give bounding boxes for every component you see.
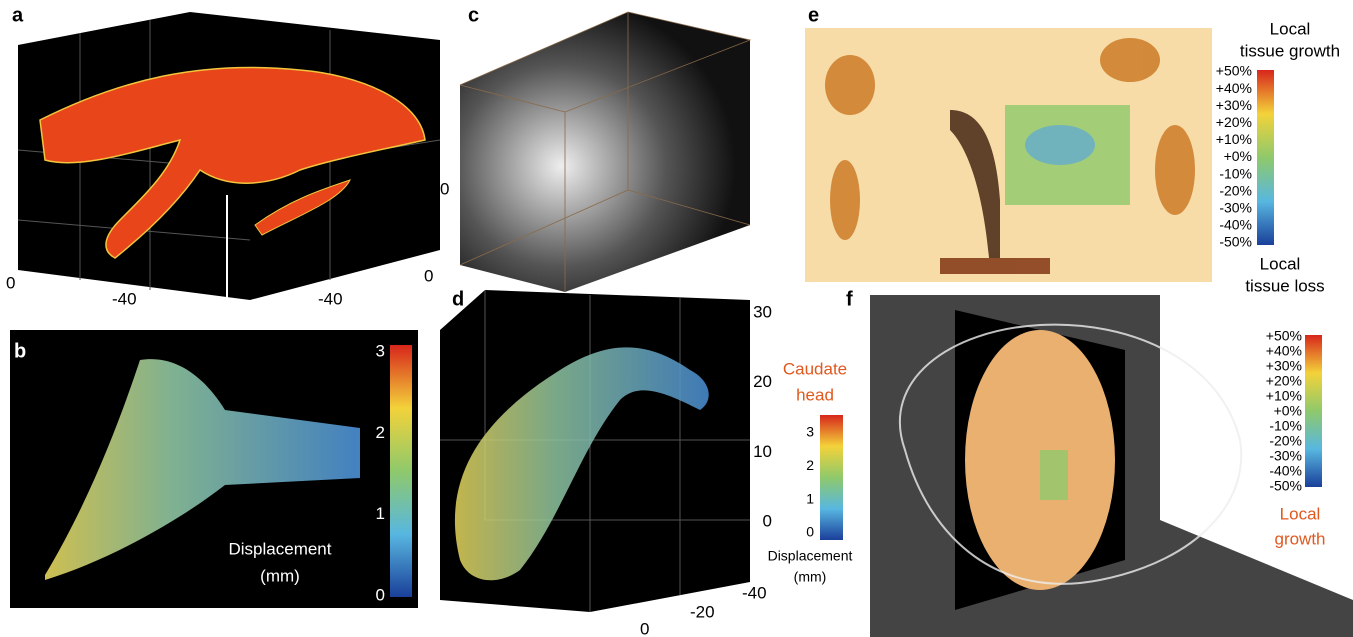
axis-label: 0 xyxy=(6,273,15,292)
colorbar-title: (mm) xyxy=(260,566,300,585)
tick-label: -10% xyxy=(1269,418,1302,434)
colorbar-title: Local xyxy=(1270,19,1311,38)
colorbar-title: Local xyxy=(1280,504,1321,523)
tick-label: -50% xyxy=(1219,234,1252,250)
tick-label: -30% xyxy=(1269,448,1302,464)
panel-c: c xyxy=(460,4,750,292)
tick-label: +30% xyxy=(1216,97,1252,113)
panel-label: b xyxy=(14,340,26,362)
tick-label: 20 xyxy=(753,372,772,391)
tick-label: -20% xyxy=(1269,433,1302,449)
axis-label: -40 xyxy=(742,583,767,602)
tick-label: 3 xyxy=(376,341,385,360)
colorbar-title: tissue loss xyxy=(1245,276,1324,295)
colorbar-title: Displacement xyxy=(768,548,853,564)
colorbar-title: tissue growth xyxy=(1240,41,1340,60)
axis-label: 0 xyxy=(440,179,449,198)
colorbar xyxy=(390,345,412,597)
colorbar xyxy=(1305,335,1322,487)
colorbar xyxy=(1257,70,1274,245)
tick-label: 0 xyxy=(376,585,385,604)
tick-label: 10 xyxy=(753,442,772,461)
tick-label: -40% xyxy=(1219,217,1252,233)
colorbar-title: Displacement xyxy=(229,539,332,558)
tick-label: +0% xyxy=(1274,403,1302,419)
colorbar-title: (mm) xyxy=(794,569,827,585)
panel-label: c xyxy=(468,4,479,26)
axis-label: 0 xyxy=(640,619,649,637)
tick-label: 2 xyxy=(376,423,385,442)
tick-label: +0% xyxy=(1224,148,1252,164)
tick-label: +50% xyxy=(1216,63,1252,79)
panel-e: e Local tissue growth +50%+40%+30%+20%+1… xyxy=(805,4,1340,295)
tick-label: -20% xyxy=(1219,182,1252,198)
tick-label: +40% xyxy=(1266,343,1302,359)
axis-label: -20 xyxy=(690,602,715,621)
axis-label: -40 xyxy=(318,289,343,308)
panel-label: f xyxy=(846,288,853,310)
tick-label: +10% xyxy=(1266,388,1302,404)
vector-field-box xyxy=(460,12,750,292)
axis-label: -40 xyxy=(112,289,137,308)
tick-label: +20% xyxy=(1216,114,1252,130)
structure-label: Caudate xyxy=(783,359,847,378)
panel-label: d xyxy=(452,288,464,310)
tick-label: 3 xyxy=(806,424,814,440)
structure-label: head xyxy=(796,385,834,404)
tick-label: +40% xyxy=(1216,80,1252,96)
tick-label: 30 xyxy=(753,302,772,321)
panel-f: f +50%+40%+30%+20%+10%+0%-10%-20%-30%-40… xyxy=(846,288,1353,637)
tick-label: 0 xyxy=(806,524,814,540)
colorbar-title: Local xyxy=(1260,254,1301,273)
tick-label: -30% xyxy=(1219,200,1252,216)
tick-label: 1 xyxy=(806,490,814,506)
tick-label: 0 xyxy=(763,511,772,530)
tick-label: +20% xyxy=(1266,373,1302,389)
tick-label: +50% xyxy=(1266,328,1302,344)
tick-label: 2 xyxy=(806,457,814,473)
tick-label: -10% xyxy=(1219,165,1252,181)
panel-label: e xyxy=(808,4,819,26)
growth-map xyxy=(1025,125,1095,165)
axis-label: 0 xyxy=(424,266,433,285)
panel-label: a xyxy=(12,4,24,26)
figure: a 0 0 -40 -40 0 b 3210 Displacement (mm)… xyxy=(0,0,1353,637)
panel-b: b 3 2 1 0 Displacement (mm) xyxy=(10,330,418,608)
tick-label: 1 xyxy=(376,504,385,523)
tick-label: -50% xyxy=(1269,478,1302,494)
tick-label: +10% xyxy=(1216,131,1252,147)
overlay-region xyxy=(1040,450,1068,500)
tick-label: +30% xyxy=(1266,358,1302,374)
tick-label: -40% xyxy=(1269,463,1302,479)
colorbar-title: growth xyxy=(1274,529,1325,548)
colorbar xyxy=(820,415,843,540)
